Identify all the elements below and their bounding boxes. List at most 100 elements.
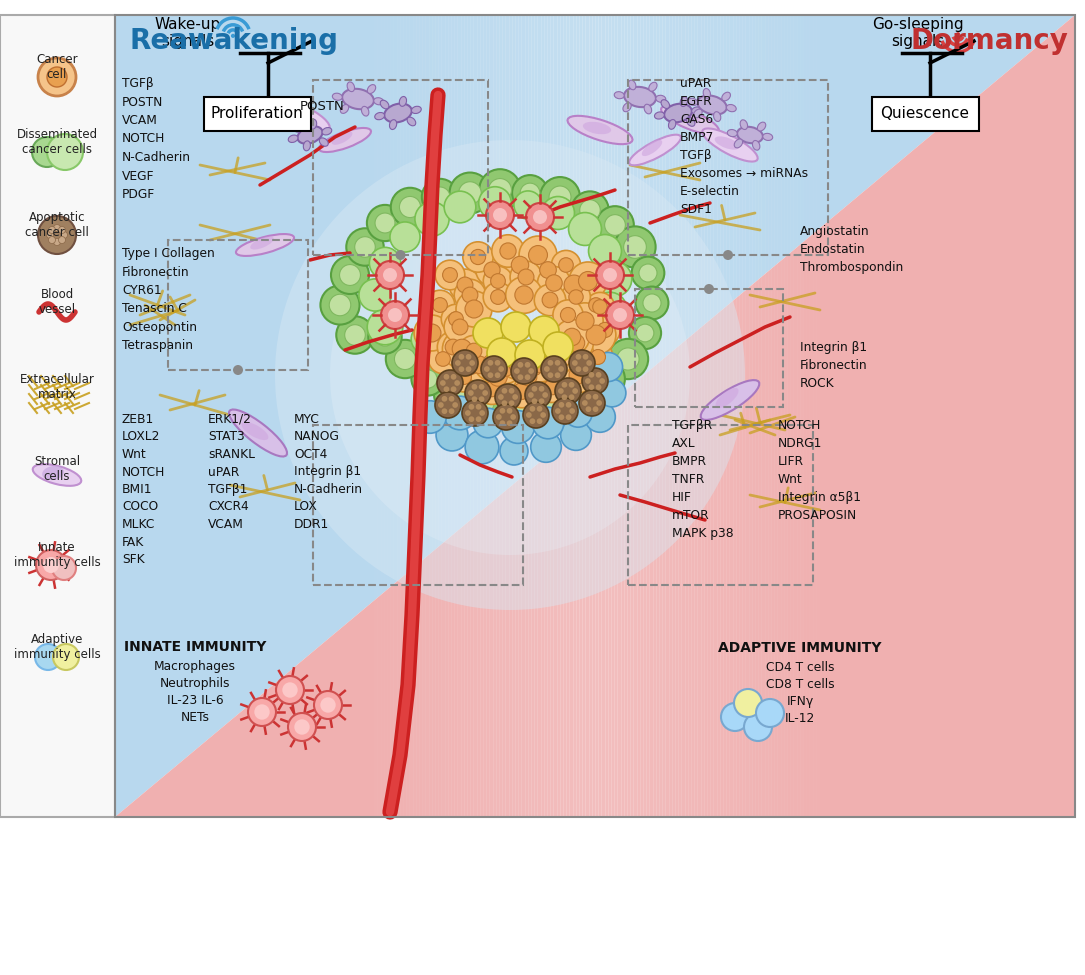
Circle shape [515, 286, 533, 304]
Circle shape [475, 404, 482, 410]
Circle shape [546, 275, 562, 292]
Bar [765, 15, 769, 817]
Circle shape [441, 380, 446, 386]
Bar [493, 15, 497, 817]
Text: Extracellular
matrix: Extracellular matrix [20, 373, 94, 401]
Circle shape [518, 362, 523, 368]
Bar [806, 15, 810, 817]
Bar [531, 15, 535, 817]
Text: TGFβ1: TGFβ1 [208, 483, 247, 496]
Ellipse shape [644, 104, 652, 114]
Circle shape [531, 354, 549, 372]
Circle shape [455, 279, 486, 311]
Circle shape [520, 369, 537, 386]
Bar [422, 15, 426, 817]
Circle shape [554, 372, 561, 378]
Circle shape [43, 557, 59, 573]
Circle shape [545, 361, 565, 381]
Bar [739, 15, 743, 817]
Circle shape [520, 183, 540, 203]
Circle shape [510, 360, 546, 395]
Circle shape [536, 371, 567, 403]
Circle shape [469, 416, 474, 422]
Circle shape [570, 349, 586, 366]
Circle shape [462, 347, 497, 382]
Circle shape [554, 360, 561, 366]
Ellipse shape [614, 92, 624, 98]
Ellipse shape [668, 120, 676, 130]
Bar [502, 15, 507, 817]
Ellipse shape [304, 140, 310, 151]
Circle shape [478, 187, 511, 219]
Text: NDRG1: NDRG1 [778, 437, 822, 450]
Circle shape [593, 292, 627, 326]
Circle shape [576, 312, 595, 331]
Bar [650, 15, 653, 817]
Circle shape [501, 312, 531, 342]
Text: Stromal
cells: Stromal cells [34, 455, 80, 483]
Circle shape [539, 261, 557, 278]
Circle shape [595, 368, 616, 390]
Text: OCT4: OCT4 [294, 448, 328, 461]
Circle shape [500, 243, 516, 259]
Bar [553, 15, 558, 817]
Circle shape [282, 682, 297, 698]
Circle shape [596, 206, 634, 244]
Circle shape [576, 315, 616, 355]
Text: ZEB1: ZEB1 [122, 413, 154, 426]
Circle shape [359, 279, 391, 311]
Circle shape [582, 400, 588, 406]
Circle shape [496, 385, 536, 425]
Circle shape [590, 349, 605, 365]
Bar [534, 15, 538, 817]
Text: Angiostatin: Angiostatin [800, 225, 869, 238]
Circle shape [459, 367, 464, 372]
Ellipse shape [270, 98, 330, 132]
Circle shape [509, 388, 514, 394]
Text: ROCK: ROCK [800, 377, 834, 390]
Bar [432, 15, 436, 817]
Circle shape [585, 359, 625, 399]
Circle shape [501, 410, 535, 444]
Circle shape [480, 170, 521, 211]
Circle shape [388, 308, 403, 322]
Bar [409, 15, 413, 817]
Ellipse shape [649, 82, 658, 92]
Bar [685, 15, 689, 817]
Circle shape [559, 414, 564, 420]
Circle shape [629, 317, 661, 349]
Bar [438, 15, 443, 817]
Circle shape [480, 410, 485, 416]
Text: NOTCH: NOTCH [122, 465, 165, 479]
Ellipse shape [735, 139, 742, 148]
Bar [635, 289, 783, 407]
Circle shape [572, 388, 578, 394]
Circle shape [449, 362, 478, 392]
Bar [576, 15, 580, 817]
Circle shape [474, 393, 494, 413]
Circle shape [596, 384, 601, 390]
Circle shape [604, 214, 625, 235]
Text: Reawakening: Reawakening [130, 27, 339, 55]
Bar [701, 15, 705, 817]
Circle shape [463, 352, 497, 386]
Bar [515, 15, 520, 817]
Text: SDF1: SDF1 [680, 203, 712, 216]
Circle shape [565, 414, 572, 420]
Circle shape [498, 394, 503, 400]
Ellipse shape [629, 135, 681, 166]
Circle shape [521, 344, 559, 382]
Circle shape [557, 339, 588, 370]
Bar [540, 15, 545, 817]
Ellipse shape [297, 127, 322, 143]
Bar [630, 15, 635, 817]
Text: Neutrophils: Neutrophils [159, 677, 230, 690]
Ellipse shape [726, 104, 737, 112]
Text: mTOR: mTOR [672, 509, 710, 522]
Circle shape [596, 371, 601, 377]
Bar [716, 15, 720, 817]
Circle shape [607, 301, 634, 329]
Text: VCAM: VCAM [208, 518, 244, 531]
Bar [668, 15, 673, 817]
Text: BMI1: BMI1 [122, 483, 153, 496]
